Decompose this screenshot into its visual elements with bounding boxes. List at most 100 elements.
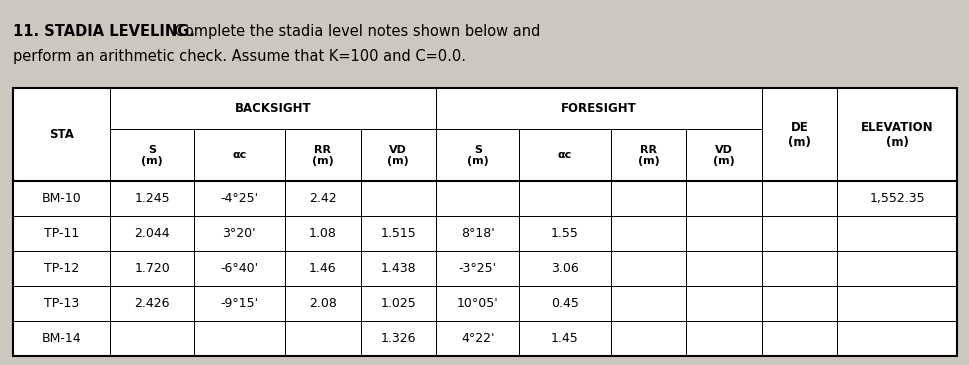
Bar xyxy=(110,216,194,251)
Bar xyxy=(761,286,836,321)
Text: 1.025: 1.025 xyxy=(380,297,416,310)
Bar xyxy=(360,321,436,356)
Bar xyxy=(13,286,110,321)
Bar xyxy=(836,88,956,181)
Text: αc: αc xyxy=(232,150,246,160)
Bar xyxy=(285,251,360,286)
Bar xyxy=(436,129,519,181)
Bar xyxy=(519,181,610,216)
Bar xyxy=(13,88,956,356)
Text: ELEVATION
(m): ELEVATION (m) xyxy=(860,120,933,149)
Bar xyxy=(519,286,610,321)
Text: αc: αc xyxy=(557,150,572,160)
Text: STA: STA xyxy=(49,128,74,141)
Text: 8°18': 8°18' xyxy=(460,227,494,240)
Bar xyxy=(13,216,110,251)
Bar xyxy=(13,251,110,286)
Bar xyxy=(194,321,285,356)
Bar xyxy=(436,286,519,321)
Bar xyxy=(436,216,519,251)
Text: 1.08: 1.08 xyxy=(308,227,336,240)
Bar xyxy=(436,321,519,356)
Bar xyxy=(436,88,761,129)
Bar xyxy=(836,216,956,251)
Bar xyxy=(110,286,194,321)
Bar xyxy=(836,251,956,286)
Bar xyxy=(610,216,685,251)
Text: 1.55: 1.55 xyxy=(550,227,578,240)
Text: -9°15': -9°15' xyxy=(220,297,258,310)
Text: TP-13: TP-13 xyxy=(44,297,79,310)
Text: 1.720: 1.720 xyxy=(134,262,170,275)
Bar xyxy=(836,181,956,216)
Text: S
(m): S (m) xyxy=(141,145,163,166)
Bar xyxy=(194,181,285,216)
Bar xyxy=(285,216,360,251)
Bar xyxy=(610,129,685,181)
Text: VD
(m): VD (m) xyxy=(387,145,409,166)
Bar xyxy=(13,88,956,356)
Bar xyxy=(685,286,761,321)
Bar xyxy=(836,286,956,321)
Bar xyxy=(360,251,436,286)
Text: BM-10: BM-10 xyxy=(42,192,81,205)
Text: RR
(m): RR (m) xyxy=(311,145,333,166)
Bar xyxy=(761,216,836,251)
Bar xyxy=(610,321,685,356)
Text: 1.46: 1.46 xyxy=(308,262,336,275)
Text: TP-11: TP-11 xyxy=(44,227,79,240)
Bar xyxy=(761,321,836,356)
Text: DE
(m): DE (m) xyxy=(787,120,810,149)
Text: 3°20': 3°20' xyxy=(222,227,256,240)
Bar xyxy=(360,286,436,321)
Bar xyxy=(836,321,956,356)
Bar xyxy=(436,181,519,216)
Text: BACKSIGHT: BACKSIGHT xyxy=(234,102,311,115)
Text: 1.326: 1.326 xyxy=(380,332,416,345)
Text: 0.45: 0.45 xyxy=(550,297,578,310)
Bar xyxy=(13,181,110,216)
Bar xyxy=(194,286,285,321)
Text: 2.044: 2.044 xyxy=(134,227,170,240)
Text: 2.426: 2.426 xyxy=(135,297,170,310)
Text: 1,552.35: 1,552.35 xyxy=(868,192,924,205)
Bar xyxy=(285,181,360,216)
Bar xyxy=(110,251,194,286)
Text: perform an arithmetic check. Assume that K=100 and C=0.0.: perform an arithmetic check. Assume that… xyxy=(13,49,465,64)
Bar xyxy=(285,129,360,181)
Text: 1.515: 1.515 xyxy=(380,227,416,240)
Bar xyxy=(285,321,360,356)
Bar xyxy=(194,251,285,286)
Bar xyxy=(519,129,610,181)
Text: RR
(m): RR (m) xyxy=(637,145,659,166)
Text: -6°40': -6°40' xyxy=(220,262,258,275)
Bar xyxy=(685,321,761,356)
Bar xyxy=(761,181,836,216)
Bar xyxy=(110,88,436,129)
Bar xyxy=(194,129,285,181)
Bar xyxy=(685,129,761,181)
Text: -4°25': -4°25' xyxy=(220,192,258,205)
Bar xyxy=(610,251,685,286)
Bar xyxy=(13,88,110,181)
Bar xyxy=(610,286,685,321)
Bar xyxy=(360,129,436,181)
Bar xyxy=(519,321,610,356)
Bar xyxy=(13,321,110,356)
Text: 10°05': 10°05' xyxy=(456,297,498,310)
Bar xyxy=(360,216,436,251)
Text: S
(m): S (m) xyxy=(466,145,488,166)
Text: 11. STADIA LEVELING.: 11. STADIA LEVELING. xyxy=(13,24,195,39)
Text: Complete the stadia level notes shown below and: Complete the stadia level notes shown be… xyxy=(170,24,540,39)
Text: 2.08: 2.08 xyxy=(308,297,336,310)
Text: FORESIGHT: FORESIGHT xyxy=(560,102,636,115)
Bar xyxy=(761,88,836,181)
Bar xyxy=(110,181,194,216)
Bar xyxy=(194,216,285,251)
Bar xyxy=(685,251,761,286)
Text: 1.45: 1.45 xyxy=(550,332,578,345)
Text: 3.06: 3.06 xyxy=(550,262,578,275)
Bar xyxy=(110,129,194,181)
Bar xyxy=(685,216,761,251)
Text: VD
(m): VD (m) xyxy=(712,145,735,166)
